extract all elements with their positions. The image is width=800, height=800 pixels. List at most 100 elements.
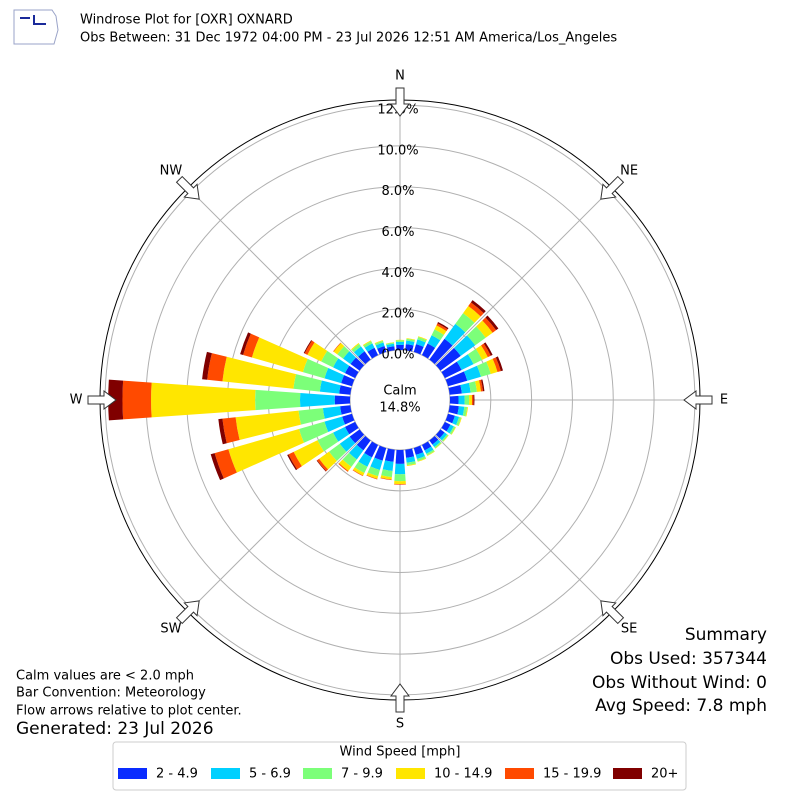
wind-bar-segment bbox=[381, 469, 393, 478]
legend-label: 2 - 4.9 bbox=[156, 767, 198, 782]
wind-bar-segment bbox=[394, 481, 406, 485]
wind-bar-segment bbox=[457, 406, 465, 416]
wind-bar-segment bbox=[299, 393, 335, 407]
wind-bar-segment bbox=[356, 435, 371, 451]
wind-bar-segment bbox=[240, 332, 251, 355]
wind-bar-segment bbox=[255, 389, 301, 411]
wind-bar-segment bbox=[452, 415, 460, 425]
wind-bar-segment bbox=[462, 406, 468, 417]
wind-bar-segment bbox=[417, 337, 427, 343]
calm-circle bbox=[352, 352, 448, 448]
wind-bar-segment bbox=[445, 413, 455, 424]
direction-label: S bbox=[396, 717, 404, 732]
summary-line: Obs Without Wind: 0 bbox=[592, 673, 767, 693]
flow-arrow bbox=[87, 390, 117, 410]
wind-bar-segment bbox=[380, 477, 392, 481]
wind-bar-segment bbox=[293, 374, 322, 392]
grid-spoke bbox=[435, 187, 613, 365]
note: Flow arrows relative to plot center. bbox=[16, 704, 242, 719]
wind-bar-segment bbox=[466, 326, 486, 346]
wind-bar-segment bbox=[475, 380, 481, 392]
wind-bar-segment bbox=[435, 429, 445, 439]
wind-bar-segment bbox=[333, 358, 350, 374]
wind-bar-segment bbox=[342, 452, 357, 467]
logo-outline bbox=[13, 9, 59, 45]
flow-arrow bbox=[175, 175, 200, 200]
wind-bar-segment bbox=[222, 417, 240, 444]
wind-bar-segment bbox=[370, 457, 383, 471]
wind-bar-segment bbox=[492, 357, 501, 373]
wind-bar-segment bbox=[293, 440, 324, 467]
flow-arrow-shape bbox=[87, 390, 117, 410]
flow-arrow bbox=[390, 87, 410, 117]
chart-subtitle: Obs Between: 31 Dec 1972 04:00 PM - 23 J… bbox=[80, 31, 617, 46]
wind-bar-segment bbox=[352, 467, 365, 476]
wind-bar-segment bbox=[214, 449, 237, 479]
wind-bar-segment bbox=[319, 451, 337, 470]
wind-bar-segment bbox=[353, 346, 365, 357]
wind-bar-segment bbox=[426, 449, 435, 456]
legend-swatch bbox=[396, 768, 425, 779]
wind-bar-segment bbox=[406, 338, 415, 342]
wind-bar-segment bbox=[483, 342, 493, 356]
wind-bar-segment bbox=[339, 436, 356, 452]
wind-bar-segment bbox=[416, 339, 426, 347]
wind-bar-segment bbox=[364, 343, 375, 352]
wind-bar-segment bbox=[395, 449, 405, 464]
wind-bar-segment bbox=[321, 350, 339, 368]
wind-bar-segment bbox=[465, 407, 468, 417]
wind-bar-segment bbox=[351, 343, 360, 351]
logo-mark bbox=[20, 15, 46, 25]
wind-bar-segment bbox=[307, 342, 328, 362]
wind-bar-segment bbox=[454, 335, 476, 356]
wind-bar-segment bbox=[251, 337, 308, 373]
direction-label: E bbox=[720, 393, 728, 408]
wind-bar-segment bbox=[288, 451, 302, 470]
wind-bar-segment bbox=[448, 384, 462, 395]
wind-bar-segment bbox=[441, 361, 462, 379]
note: Calm values are < 2.0 mph bbox=[16, 669, 194, 684]
radial-tick-label: 10.0% bbox=[377, 143, 418, 158]
wind-bar-segment bbox=[235, 410, 301, 440]
wind-bar-segment bbox=[352, 469, 364, 477]
flow-arrow-shape bbox=[600, 175, 625, 200]
wind-bar-segment bbox=[340, 405, 352, 415]
wind-bar-segment bbox=[406, 463, 417, 466]
wind-bar-segment bbox=[473, 394, 475, 406]
wind-bar-segment bbox=[485, 315, 499, 331]
wind-bar-segment bbox=[434, 441, 442, 449]
flow-arrow bbox=[390, 683, 410, 713]
flow-arrow-shape bbox=[600, 600, 625, 625]
radial-tick-label: 8.0% bbox=[381, 184, 414, 199]
wind-bar-segment bbox=[375, 342, 385, 349]
flow-arrow bbox=[683, 390, 713, 410]
direction-label: N bbox=[395, 69, 405, 84]
wind-bar-segment bbox=[471, 394, 474, 406]
wind-bar-segment bbox=[374, 445, 387, 461]
wind-bar-segment bbox=[337, 346, 350, 359]
wind-bar-segment bbox=[469, 394, 473, 406]
flow-arrow-shape bbox=[390, 683, 410, 713]
wind-bar-segment bbox=[329, 443, 347, 461]
legend-label: 20+ bbox=[651, 767, 678, 782]
radial-tick-label: 0.0% bbox=[381, 348, 414, 363]
wind-bar-segment bbox=[455, 313, 475, 333]
wind-bar-segment bbox=[464, 395, 470, 405]
wind-bar-segment bbox=[384, 448, 395, 462]
wind-bar-segment bbox=[470, 300, 486, 314]
wind-bar-segment bbox=[350, 357, 365, 371]
note: Bar Convention: Meteorology bbox=[16, 686, 206, 701]
wind-bar-segment bbox=[374, 340, 384, 344]
wind-bar-segment bbox=[413, 344, 424, 355]
wind-bar-segment bbox=[405, 448, 415, 458]
summary-line: Avg Speed: 7.8 mph bbox=[595, 696, 767, 716]
wind-bar-segment bbox=[444, 323, 466, 346]
wind-bar-segment bbox=[338, 463, 349, 472]
wind-bar-segment bbox=[322, 406, 342, 419]
wind-bar-segment bbox=[406, 461, 416, 466]
grid-spoke bbox=[187, 187, 365, 365]
legend-label: 7 - 9.9 bbox=[341, 767, 383, 782]
wind-bar-segment bbox=[302, 358, 329, 379]
wind-bar-segment bbox=[377, 346, 387, 355]
